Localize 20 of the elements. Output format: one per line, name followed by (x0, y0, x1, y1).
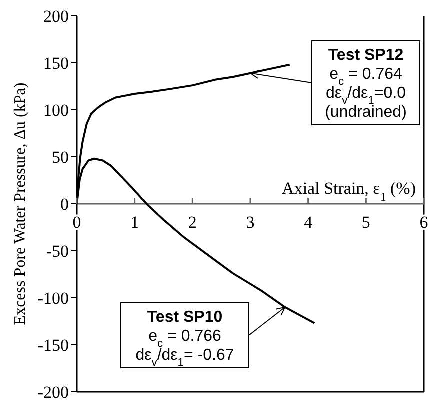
y-tick-label: 200 (44, 7, 69, 26)
y-tick-label: -50 (46, 242, 69, 262)
x-tick-label: 2 (188, 213, 197, 232)
x-tick-label: 5 (362, 213, 370, 232)
annotation: Test SP10 (147, 309, 223, 326)
x-tick-label: 4 (304, 213, 314, 232)
y-axis-title: Excess Pore Water Pressure, Δu (kPa) (12, 82, 29, 326)
y-tick-label: 50 (52, 148, 69, 168)
x-axis-title: Axial Strain, ε$_{1}$ (%) (282, 179, 416, 204)
annotation: (undrained) (325, 104, 407, 121)
y-tick-label: 100 (44, 101, 69, 120)
y-tick-label: -100 (38, 289, 69, 308)
annotation: Test SP12 (328, 47, 404, 64)
annotation: dε$_{v}$/dε$_{1}$= -0.67 (136, 347, 234, 369)
x-tick-label: 1 (130, 213, 140, 232)
y-tick-label: 150 (44, 54, 69, 74)
y-tick-label: 0 (60, 195, 69, 214)
y-tick-label: -200 (38, 383, 69, 402)
y-tick-label: -150 (38, 336, 69, 356)
x-tick-label: 3 (246, 213, 255, 232)
